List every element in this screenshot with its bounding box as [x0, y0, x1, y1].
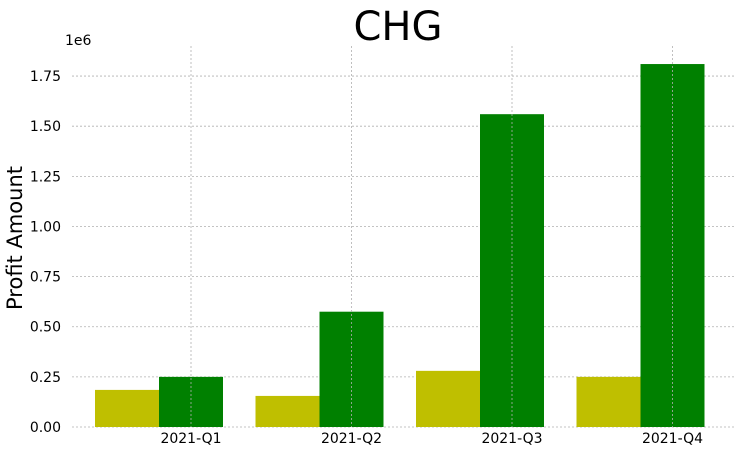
bar-series-2-2021-Q2 — [319, 311, 384, 427]
chart-title: CHG — [353, 4, 442, 50]
y-tick-label: 0.75 — [30, 270, 61, 286]
y-tick-label: 0.50 — [30, 320, 61, 336]
bar-series-1-2021-Q2 — [255, 395, 320, 427]
bar-series-1-2021-Q4 — [576, 376, 641, 427]
y-tick-label: 0.00 — [30, 420, 61, 436]
vgrid-layer — [190, 46, 673, 427]
bar-series-1-2021-Q1 — [95, 389, 159, 427]
x-tick-label: 2021-Q4 — [642, 431, 703, 447]
y-tick-label: 1.75 — [30, 69, 61, 85]
y-tick-labels: 0.00 0.25 0.50 0.75 1.00 1.25 1.50 1.75 — [30, 69, 61, 436]
bars-layer — [95, 64, 705, 428]
x-tick-label: 2021-Q2 — [321, 431, 382, 447]
y-tick-label: 0.25 — [30, 370, 61, 386]
grid-layer — [72, 75, 734, 428]
y-scale-label: 1e6 — [65, 33, 92, 49]
x-tick-label: 2021-Q1 — [160, 431, 221, 447]
y-tick-label: 1.00 — [30, 219, 61, 235]
x-tick-labels: 2021-Q1 2021-Q2 2021-Q3 2021-Q4 — [160, 431, 703, 447]
y-tick-label: 1.25 — [30, 169, 61, 185]
y-tick-label: 1.50 — [30, 119, 61, 135]
bar-series-1-2021-Q3 — [416, 370, 480, 427]
x-tick-label: 2021-Q3 — [481, 431, 542, 447]
y-axis-label: Profit Amount — [3, 166, 27, 310]
